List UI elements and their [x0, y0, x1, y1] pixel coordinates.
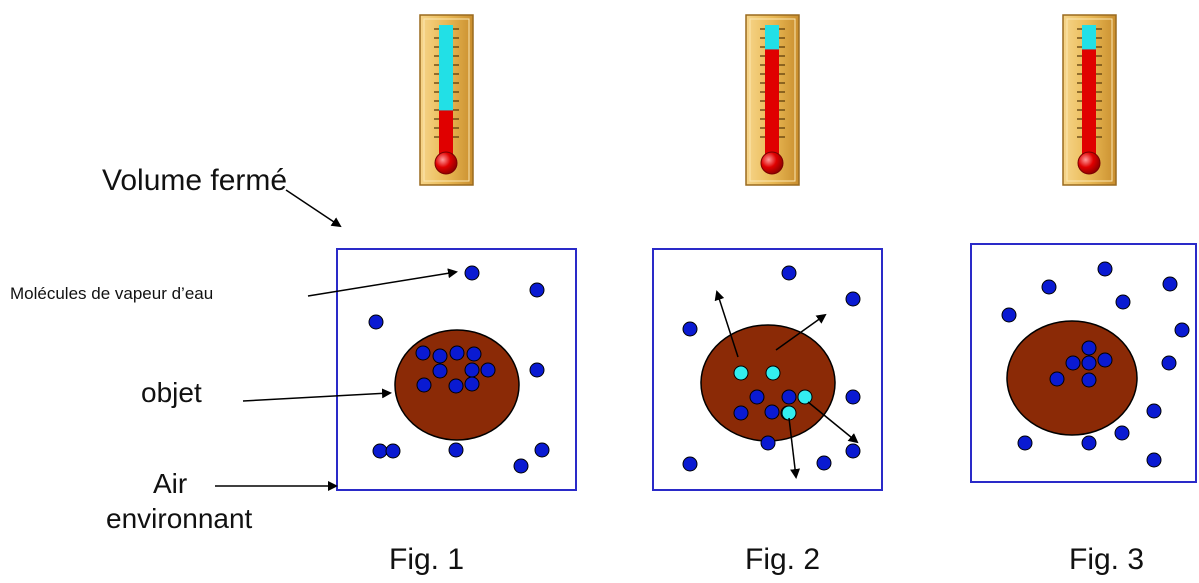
water-vapor-molecule [368, 314, 384, 330]
water-vapor-molecule [464, 265, 480, 281]
water-vapor-molecule [1017, 435, 1033, 451]
label-environnant: environnant [106, 503, 253, 534]
thermometer-fig1 [419, 14, 474, 186]
water-vapor-molecule [816, 455, 832, 471]
water-vapor-molecule [781, 389, 797, 405]
water-vapor-molecule [1162, 276, 1178, 292]
water-vapor-molecule [764, 404, 780, 420]
arrow-objet [242, 388, 392, 402]
water-vapor-molecule [449, 345, 465, 361]
escape-arrow-4 [788, 417, 801, 479]
water-vapor-molecule [372, 443, 388, 459]
thermometer-frame-highlight [1066, 18, 1113, 182]
closed-volume-box-fig3 [970, 243, 1197, 483]
water-vapor-molecule [1115, 294, 1131, 310]
water-vapor-molecule [682, 456, 698, 472]
water-vapor-molecule [682, 321, 698, 337]
caption-fig1: Fig. 1 [389, 543, 465, 576]
escape-arrow-2 [775, 313, 827, 351]
water-vapor-molecule [733, 405, 749, 421]
water-vapor-molecule [1049, 371, 1065, 387]
water-vapor-molecule [1161, 355, 1177, 371]
label-molecules: Molécules de vapeur d’eau [10, 284, 214, 303]
water-vapor-molecule [1114, 425, 1130, 441]
water-vapor-molecule [432, 348, 448, 364]
escape-arrow-3 [807, 401, 859, 444]
water-vapor-molecule [448, 442, 464, 458]
water-vapor-molecule [845, 443, 861, 459]
water-vapor-molecule [1081, 340, 1097, 356]
thermometer-mercury [765, 49, 779, 157]
water-vapor-molecule [464, 376, 480, 392]
water-vapor-molecule [1081, 435, 1097, 451]
object-fig3 [1006, 320, 1138, 436]
water-vapor-molecule [1081, 355, 1097, 371]
thermometer-bulb [434, 151, 458, 175]
closed-volume-box-fig1 [336, 248, 577, 491]
water-vapor-molecule [845, 389, 861, 405]
water-vapor-molecule [749, 389, 765, 405]
water-vapor-molecule [1097, 352, 1113, 368]
water-vapor-molecule [416, 377, 432, 393]
water-vapor-molecule [464, 362, 480, 378]
water-vapor-molecule [1081, 372, 1097, 388]
water-vapor-molecule [1146, 403, 1162, 419]
caption-fig3: Fig. 3 [1069, 543, 1145, 576]
escaping-molecule [781, 405, 797, 421]
water-vapor-molecule [448, 378, 464, 394]
water-vapor-molecule [781, 265, 797, 281]
water-vapor-molecule [513, 458, 529, 474]
thermometer-frame-highlight [423, 18, 470, 182]
arrow-volume-ferme [285, 189, 342, 228]
object-fig2 [700, 324, 836, 442]
thermometer-mercury [439, 110, 453, 157]
label-air: Air [153, 468, 188, 499]
water-vapor-molecule [1065, 355, 1081, 371]
escaping-molecule [733, 365, 749, 381]
molecules-layer [368, 261, 1190, 474]
arrows-layer [215, 189, 859, 491]
label-volume-ferme: Volume fermé [102, 164, 288, 197]
escaping-molecule [797, 389, 813, 405]
thermometer-mercury [1082, 49, 1096, 157]
arrow-molecules [307, 268, 458, 297]
water-vapor-molecule [760, 435, 776, 451]
water-vapor-molecule [534, 442, 550, 458]
thermometer-frame-highlight [749, 18, 796, 182]
water-vapor-molecule [385, 443, 401, 459]
thermometer-fig2 [745, 14, 800, 186]
thermometer-bulb [760, 151, 784, 175]
thermometer-bulb [1077, 151, 1101, 175]
escape-arrow-1 [714, 290, 739, 358]
caption-fig2: Fig. 2 [745, 543, 821, 576]
water-vapor-molecule [480, 362, 496, 378]
water-vapor-molecule [1041, 279, 1057, 295]
water-vapor-molecule [1001, 307, 1017, 323]
water-vapor-molecule [845, 291, 861, 307]
escaping-molecule [765, 365, 781, 381]
label-objet: objet [141, 377, 202, 408]
water-vapor-molecule [466, 346, 482, 362]
water-vapor-molecule [1097, 261, 1113, 277]
water-vapor-molecule [432, 363, 448, 379]
water-vapor-molecule [1146, 452, 1162, 468]
water-vapor-molecule [529, 362, 545, 378]
water-vapor-molecule [529, 282, 545, 298]
thermometer-fig3 [1062, 14, 1117, 186]
water-vapor-molecule [1174, 322, 1190, 338]
closed-volume-box-fig2 [652, 248, 883, 491]
water-vapor-molecule [415, 345, 431, 361]
